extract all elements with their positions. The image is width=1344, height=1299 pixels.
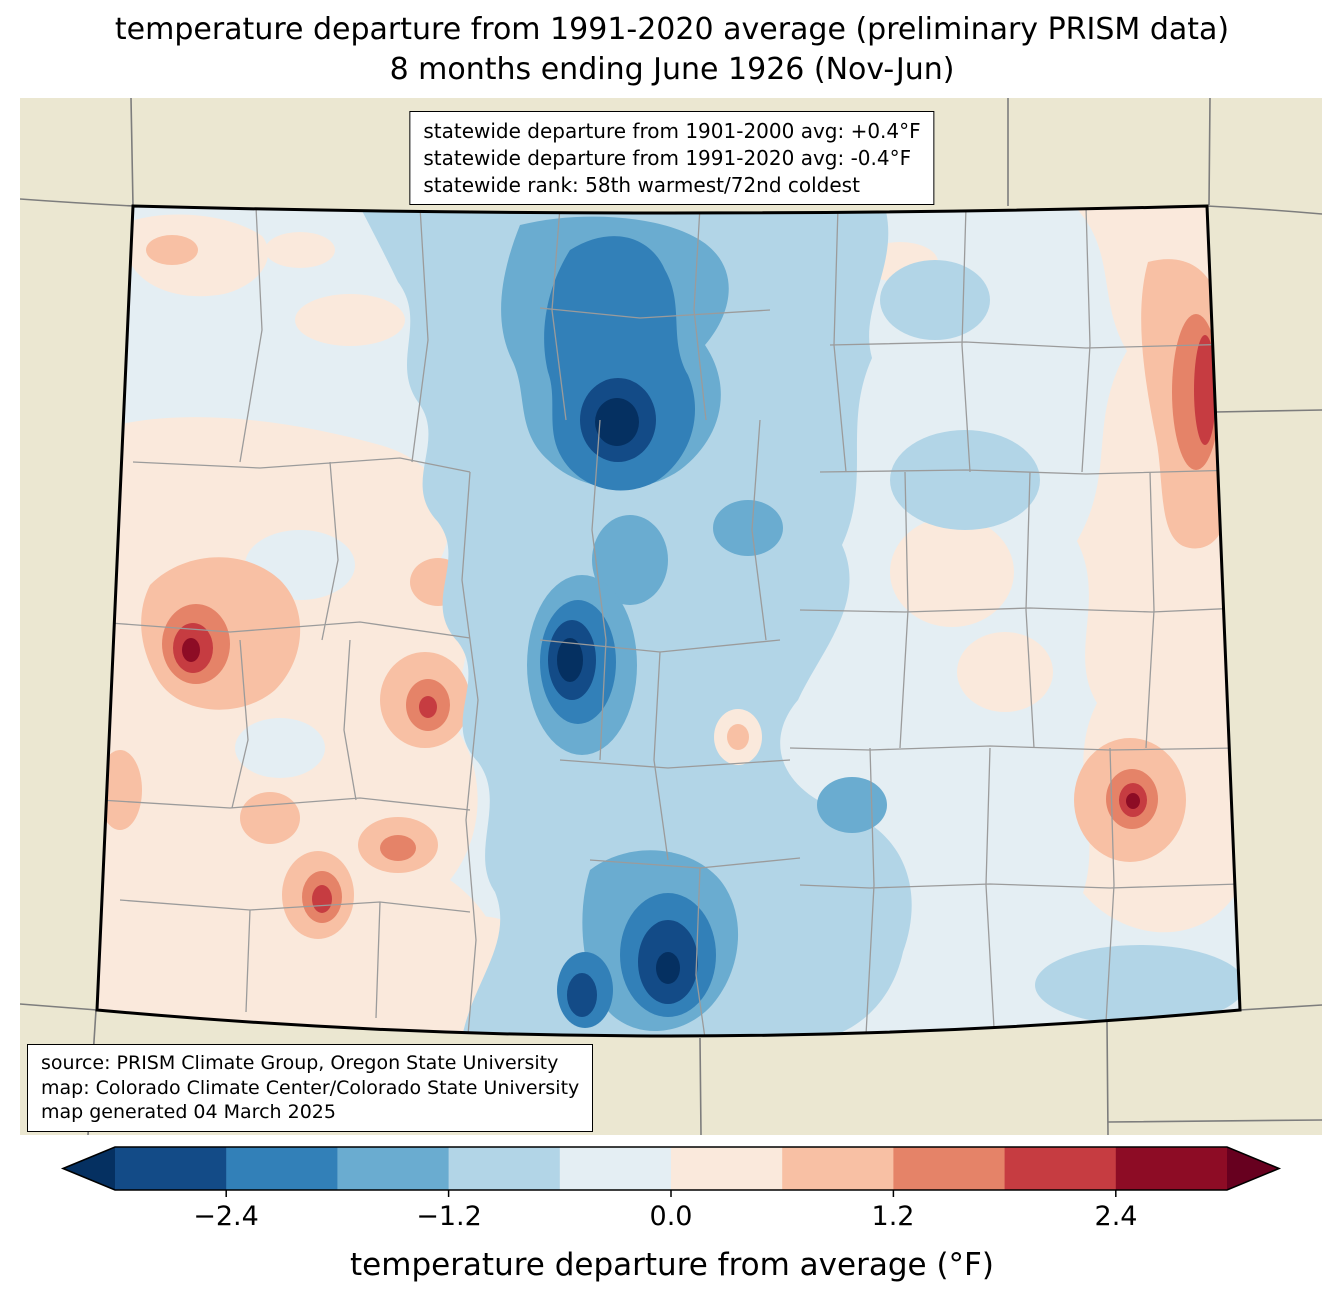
stats-line-1: statewide departure from 1901-2000 avg: …	[423, 119, 921, 143]
colorbar-segments	[115, 1147, 1228, 1190]
colorbar-tick-marks	[225, 1190, 1117, 1197]
stats-line-3: statewide rank: 58th warmest/72nd coldes…	[423, 172, 860, 197]
cold-anomaly-region-central	[360, 207, 1240, 1036]
stats-line-2: statewide departure from 1991-2020 avg: …	[423, 145, 912, 170]
neighbor-state-lines	[20, 98, 1322, 1135]
colorbar-tick-label: 0.0	[649, 1201, 693, 1232]
colorbar-outline	[60, 1146, 1282, 1191]
colorbar-tick-label: −1.2	[416, 1201, 482, 1232]
credits-box: source: PRISM Climate Group, Oregon Stat…	[27, 1044, 594, 1133]
colorbar-over-arrow	[1227, 1147, 1279, 1190]
state-border	[95, 204, 1242, 1038]
colorado-anomaly-map	[20, 98, 1322, 1135]
title-line-2: 8 months ending June 1926 (Nov-Jun)	[389, 51, 955, 87]
county-boundaries	[97, 206, 1240, 1036]
title-line-1: temperature departure from 1991-2020 ave…	[114, 12, 1230, 47]
credits-line-3: map generated 04 March 2025	[41, 1101, 336, 1124]
colorbar-tick-label: 1.2	[871, 1201, 915, 1232]
colorbar-tick-label: −2.4	[193, 1201, 259, 1232]
warm-anomaly-region-west	[97, 214, 551, 1036]
credits-line-1: source: PRISM Climate Group, Oregon Stat…	[41, 1052, 559, 1074]
colorbar	[60, 1146, 1282, 1197]
warm-anomaly-region-east	[862, 206, 1235, 933]
colorbar-under-arrow	[63, 1147, 115, 1190]
credits-line-2: map: Colorado Climate Center/Colorado St…	[41, 1076, 580, 1099]
statewide-stats-box: statewide departure from 1901-2000 avg: …	[409, 111, 935, 206]
colorbar-axis-label: temperature departure from average (°F)	[350, 1247, 994, 1283]
colorbar-tick-label: 2.4	[1094, 1201, 1138, 1232]
figure-title: temperature departure from 1991-2020 ave…	[0, 10, 1344, 89]
